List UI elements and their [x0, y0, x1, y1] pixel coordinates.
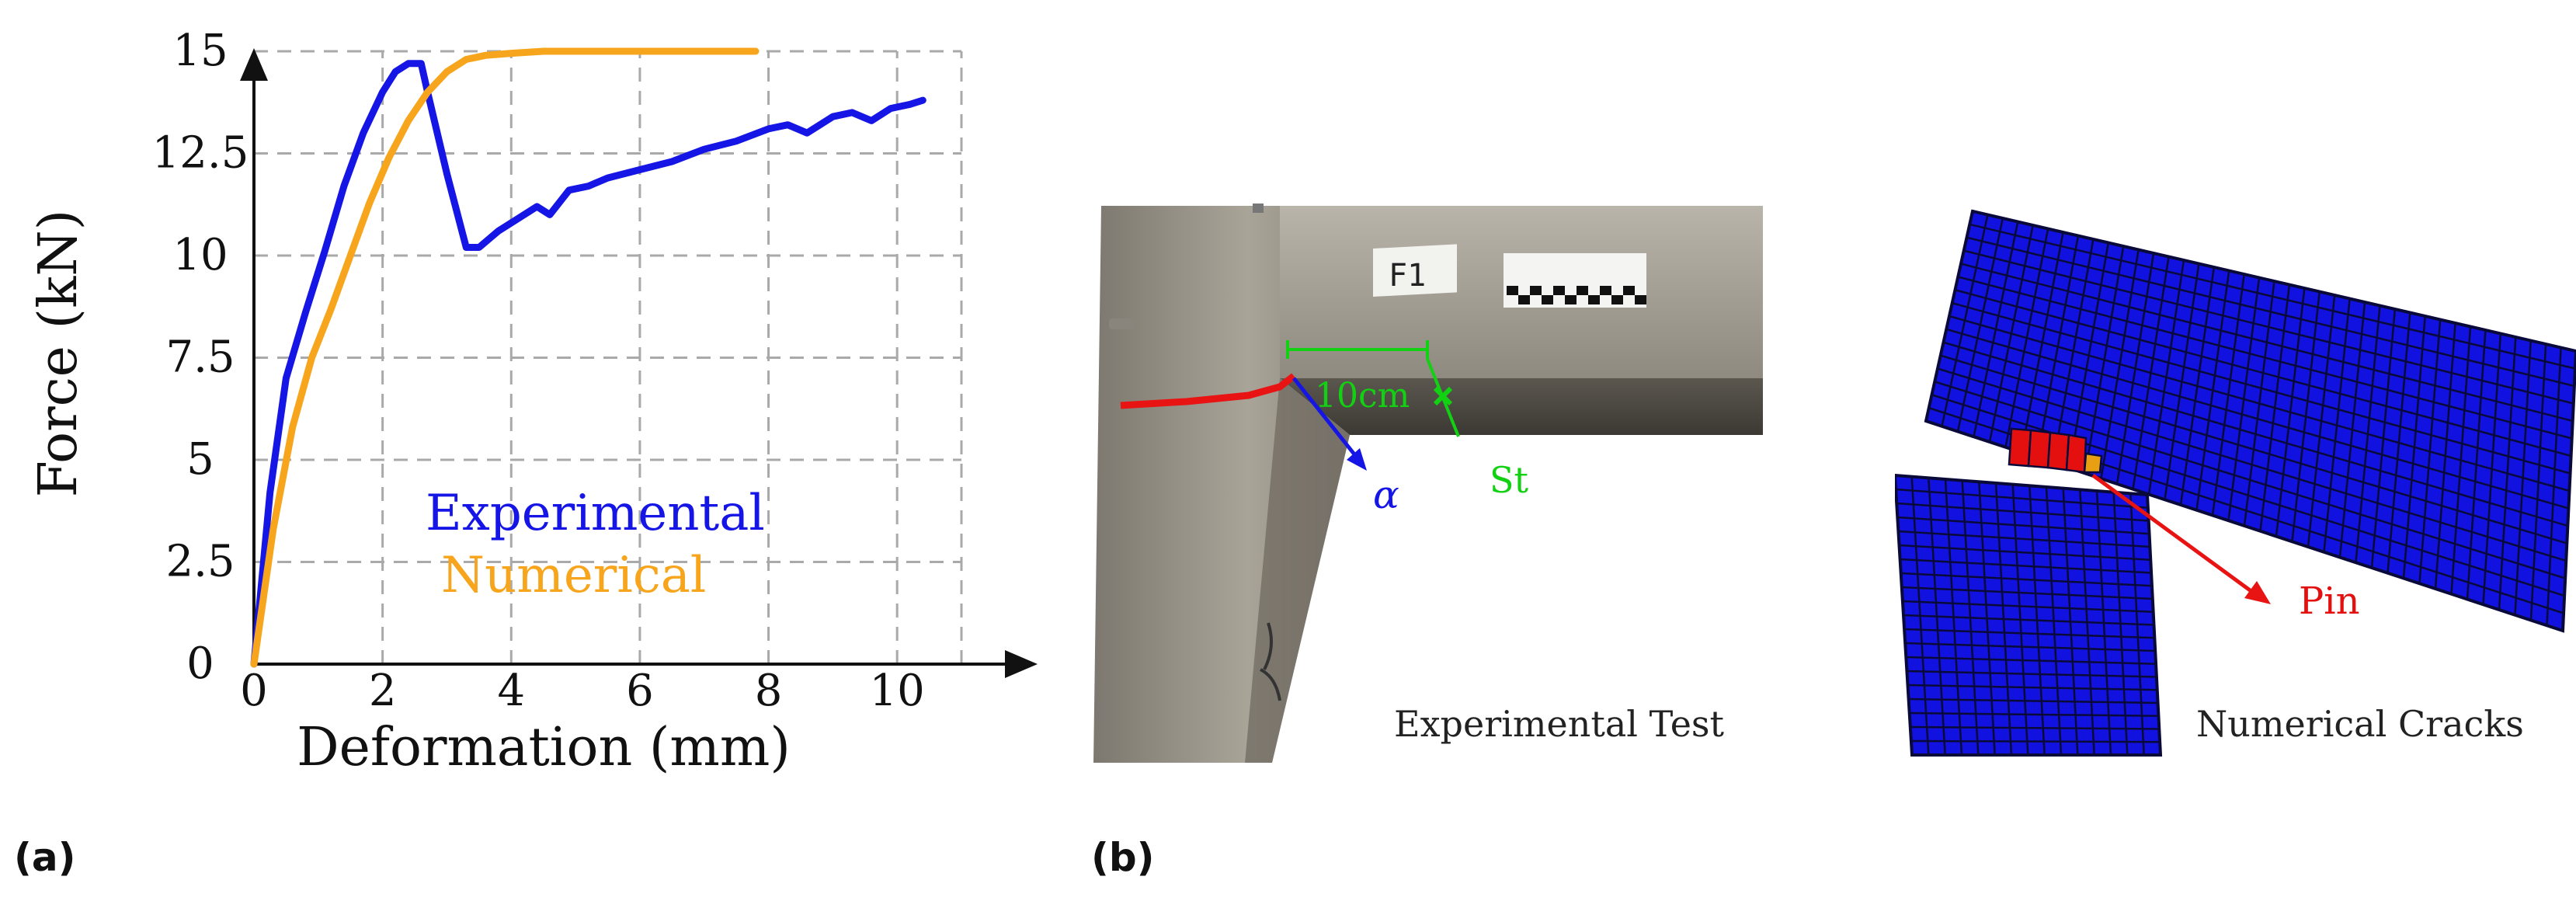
mesh-line: [1934, 381, 2566, 579]
experimental-photo: F1 10cm St α: [1093, 204, 1763, 763]
mesh-line: [1901, 586, 2153, 600]
mesh-line: [1910, 739, 2161, 743]
crack-line: [1120, 373, 1296, 409]
pin-arrowhead: [2244, 581, 2271, 604]
bolt-stub: [1253, 204, 1264, 213]
series-line-experimental: [250, 60, 926, 668]
mesh-line: [1949, 315, 2570, 492]
alpha-label: α: [1373, 472, 1399, 517]
legend-numerical: Numerical: [441, 547, 706, 604]
mesh-line: [1903, 614, 2154, 626]
ruler-check: [1507, 286, 1518, 295]
st-label: St: [1490, 459, 1529, 501]
mesh-line: [1896, 502, 2149, 522]
y-tick-label: 2.5: [165, 537, 235, 587]
alpha-arrowhead: [1347, 448, 1367, 471]
ruler-check: [1588, 295, 1600, 304]
mesh-line: [1966, 236, 2575, 388]
mesh-line: [1957, 276, 2573, 440]
scale-ruler: [1504, 253, 1646, 308]
mesh-line: [1904, 628, 2155, 639]
beam-mesh: [1924, 209, 2576, 633]
ruler-check: [1611, 295, 1623, 304]
x-axis-arrowhead: [1005, 650, 1038, 678]
mesh-line: [1900, 572, 2153, 587]
mesh-line: [1899, 544, 2151, 561]
mesh-line: [1937, 367, 2567, 562]
mesh-line: [1897, 516, 2150, 535]
st-marker: [1433, 386, 1453, 406]
ruler-check: [1553, 286, 1565, 295]
experimental-caption: Experimental Test: [1394, 703, 1725, 745]
mesh-line: [1896, 488, 2148, 509]
ruler-check: [1565, 295, 1577, 304]
mesh-line: [1960, 263, 2574, 423]
mesh-line: [1907, 670, 2157, 678]
ruler-check: [1518, 295, 1530, 304]
mesh-line: [1931, 394, 2565, 597]
mesh-line: [1900, 558, 2152, 574]
specimen-sign: F1: [1373, 244, 1457, 297]
crack-element: [2065, 433, 2088, 474]
mesh-line: [1943, 341, 2568, 527]
series-line-numerical: [250, 47, 760, 668]
mesh-line: [1898, 530, 2150, 548]
x-tick-label: 10: [870, 666, 925, 716]
marker-scribble: [1260, 622, 1281, 701]
mesh-line: [1910, 725, 2160, 730]
pin-label: Pin: [2299, 579, 2360, 623]
crack-element: [2083, 452, 2103, 474]
ruler-check: [1600, 286, 1611, 295]
pin-arrow: [2091, 473, 2254, 594]
mesh-line: [1906, 656, 2157, 665]
ruler-check: [1530, 286, 1542, 295]
numerical-caption: Numerical Cracks: [2196, 703, 2524, 745]
numerical-mesh: Pin: [1895, 209, 2576, 757]
beam-front-face: [1280, 378, 1763, 435]
mesh-line: [1909, 711, 2159, 717]
x-tick-label: 8: [755, 666, 783, 716]
y-axis-label: Force (kN): [28, 210, 89, 498]
y-axis-arrowhead: [240, 48, 268, 81]
svg-text:F1: F1: [1389, 258, 1426, 294]
distance-label: 10cm: [1315, 376, 1410, 416]
y-tick-label: 12.5: [152, 128, 249, 179]
alpha-arrow: [1292, 377, 1359, 460]
bolt-stub: [1109, 318, 1135, 329]
mesh-line: [1945, 328, 2569, 510]
mesh-line: [1955, 289, 2571, 457]
x-tick-label: 4: [497, 666, 525, 716]
ruler-check: [1577, 286, 1588, 295]
crack-element: [2027, 429, 2052, 469]
panel-label-b: (b): [1091, 835, 1155, 880]
column-edge: [1245, 378, 1350, 763]
mesh-line: [1902, 600, 2154, 613]
mesh-line: [1908, 697, 2158, 704]
panel-label-a: (a): [14, 835, 76, 880]
y-tick-label: 5: [186, 434, 214, 485]
y-tick-label: 15: [172, 26, 228, 76]
x-tick-label: 2: [369, 666, 397, 716]
crack-element: [2046, 431, 2070, 471]
y-tick-label: 0: [186, 638, 214, 689]
mesh-line: [1952, 301, 2571, 475]
x-axis-label: Deformation (mm): [297, 717, 791, 778]
ruler-check: [1623, 286, 1635, 295]
x-tick-label: 6: [626, 666, 654, 716]
mesh-line: [1969, 223, 2576, 370]
force-deformation-chart: 0 2 4 6 8 10 0 2.5 5 7.5 10 12.5 15 Deformation (mm…: [28, 26, 1038, 778]
ruler-check: [1542, 295, 1553, 304]
mesh-line: [1907, 684, 2157, 691]
crack-element: [2008, 427, 2032, 468]
legend-experimental: Experimental: [426, 485, 765, 542]
y-tick-label: 7.5: [165, 332, 235, 383]
ruler-check: [1635, 295, 1646, 304]
mesh-line: [1905, 642, 2156, 652]
mesh-line: [1940, 354, 2567, 544]
mesh-line: [1963, 249, 2574, 405]
x-tick-label: 0: [240, 666, 268, 716]
y-tick-label: 10: [172, 230, 228, 280]
